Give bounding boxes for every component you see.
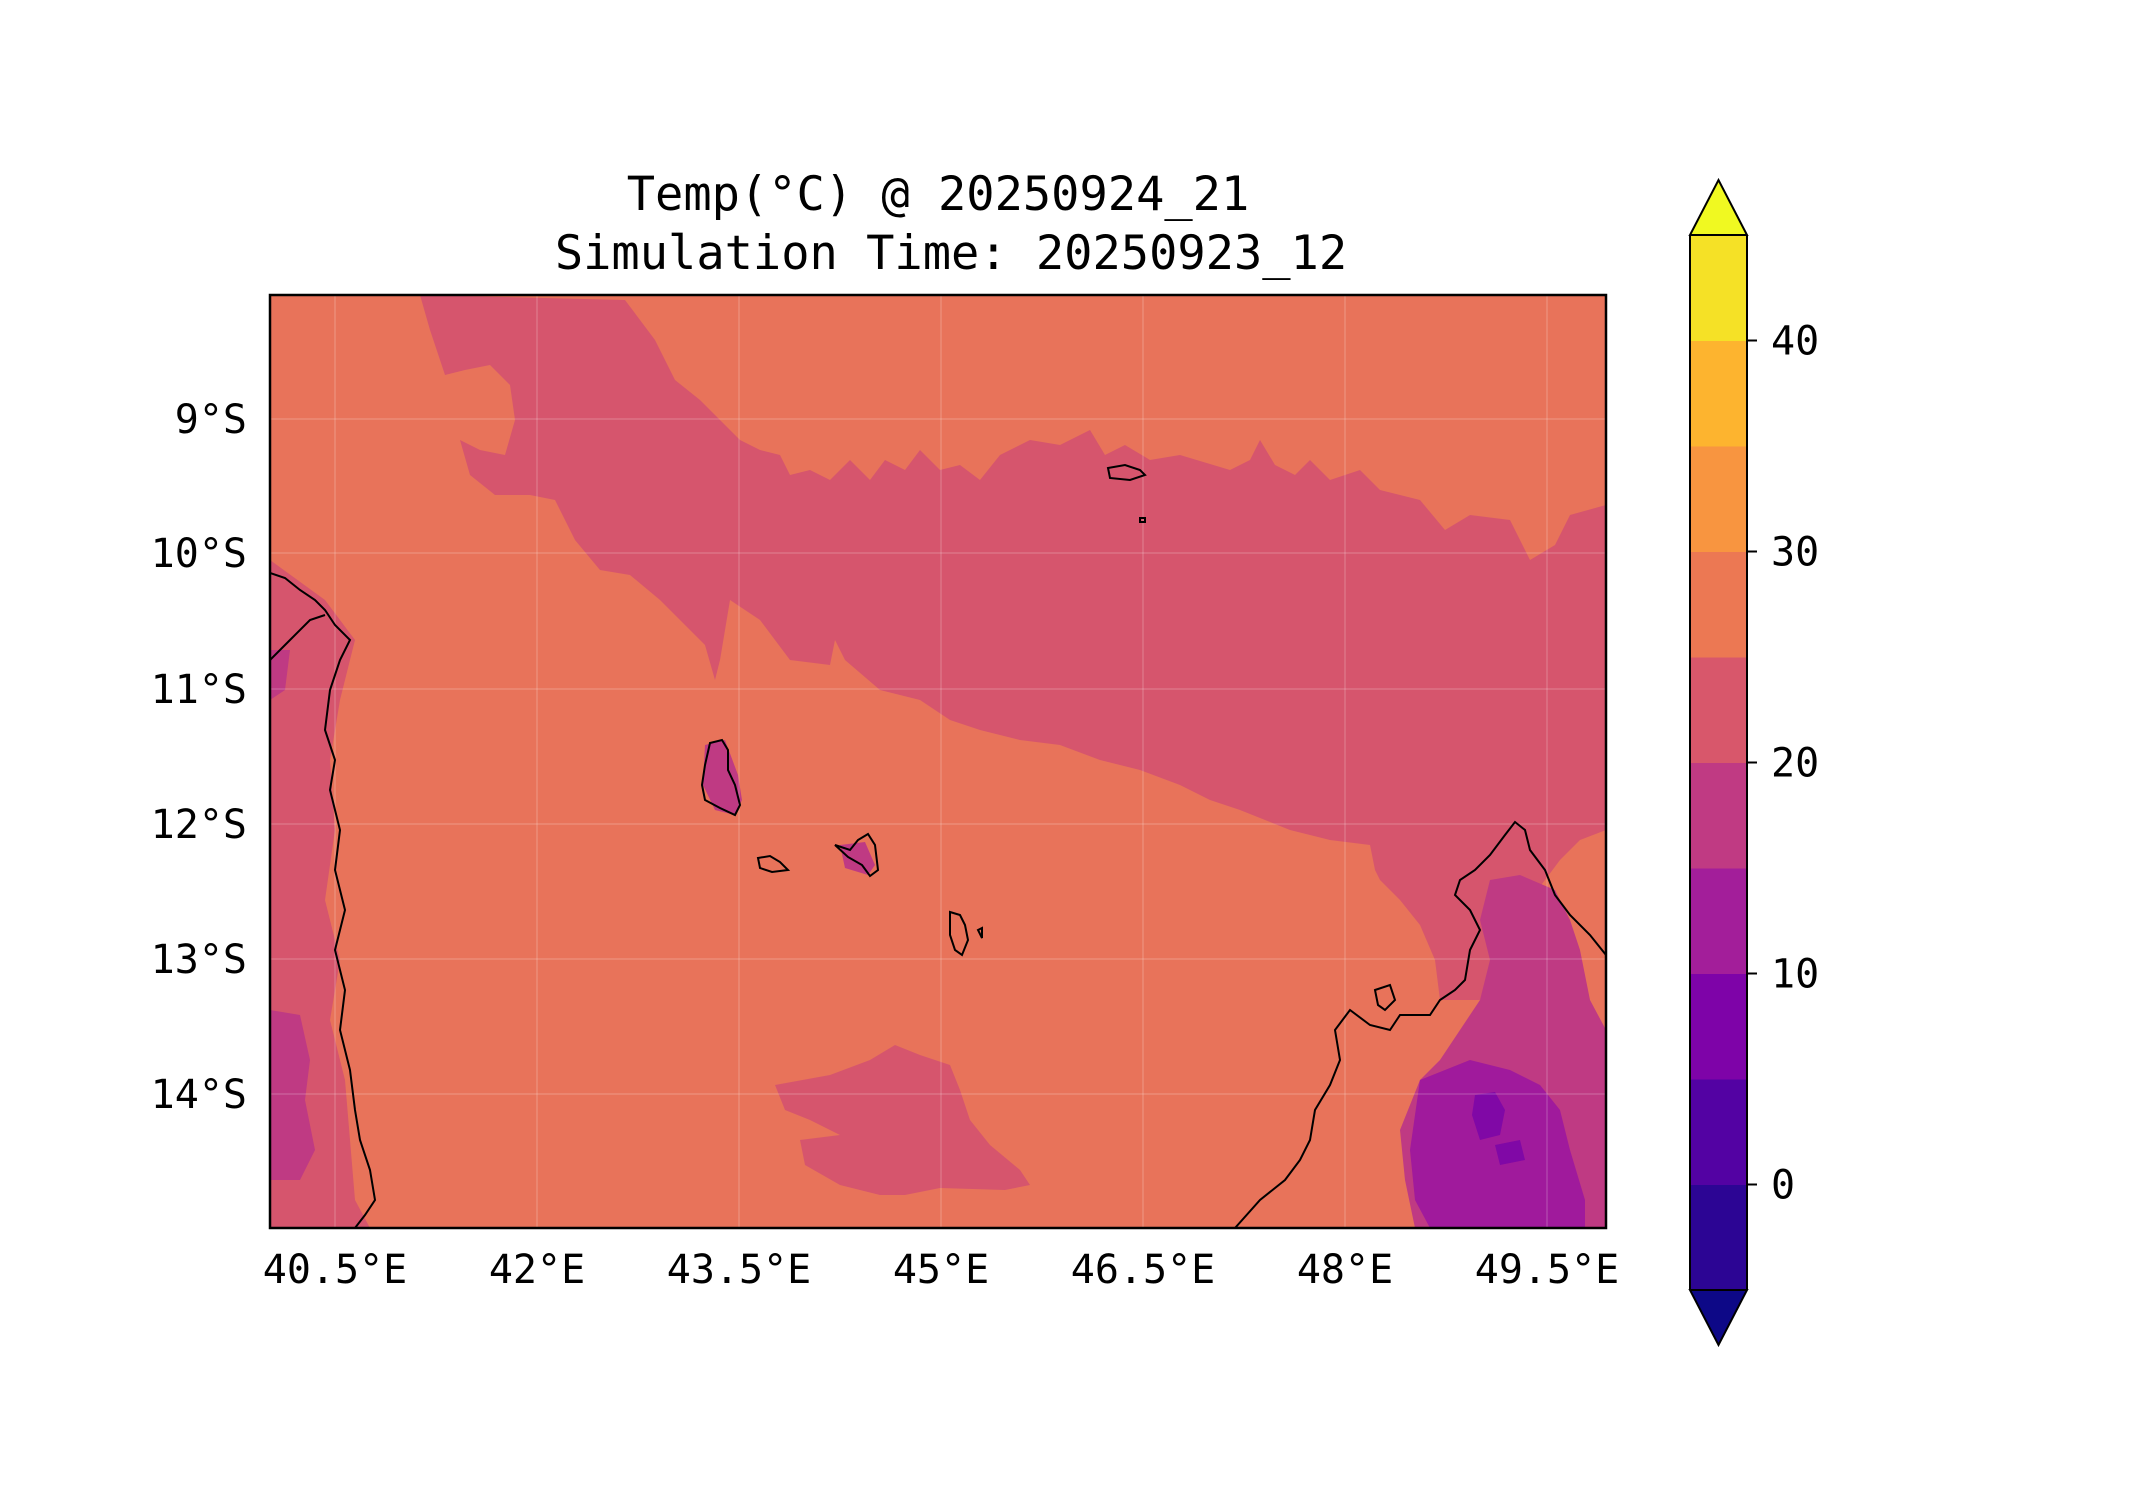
x-axis-ticks: 40.5°E 42°E 43.5°E 45°E 46.5°E 48°E 49.5… — [263, 1247, 1620, 1293]
coastline-moheli — [756, 854, 791, 874]
x-tick-label: 43.5°E — [667, 1247, 812, 1293]
colorbar-segment — [1690, 973, 1747, 1080]
colorbar: 0 10 20 30 40 — [1688, 177, 1819, 1348]
colorbar-tick-label: 0 — [1771, 1163, 1795, 1209]
contour-10-15-southeast — [1410, 1060, 1585, 1228]
coastline-africa — [270, 572, 377, 1228]
x-tick-label: 45°E — [893, 1247, 989, 1293]
y-tick-label: 14°S — [151, 1072, 247, 1118]
contour-5-10-southeast — [1472, 1092, 1525, 1165]
colorbar-segment — [1690, 340, 1747, 447]
coastline-islet-2 — [1373, 983, 1397, 1012]
colorbar-over-arrow — [1688, 177, 1749, 236]
colorbar-segment — [1690, 868, 1747, 974]
contour-20-25-south — [775, 1045, 1030, 1195]
colorbar-segment — [1690, 657, 1747, 763]
x-tick-label: 48°E — [1297, 1247, 1393, 1293]
colorbar-segment — [1690, 762, 1747, 869]
x-tick-label: 40.5°E — [263, 1247, 408, 1293]
colorbar-segment — [1690, 1184, 1747, 1291]
contour-15-20-west — [270, 650, 315, 1180]
coastline-mayotte — [949, 910, 983, 957]
colorbar-tick-label: 20 — [1771, 741, 1819, 787]
x-tick-label: 42°E — [489, 1247, 585, 1293]
coastline-islet-1 — [1139, 517, 1146, 523]
map-title: Temp(°C) @ 20250924_21 — [627, 167, 1250, 222]
contour-20-25-north — [420, 295, 1606, 1000]
colorbar-tick-label: 30 — [1771, 530, 1819, 576]
coastline-aldabra — [1106, 463, 1147, 482]
colorbar-segment — [1690, 235, 1747, 341]
colorbar-tick-label: 40 — [1771, 319, 1819, 365]
coastline-africa-bay — [270, 614, 326, 661]
y-tick-label: 11°S — [151, 667, 247, 713]
contour-fills — [270, 295, 1606, 1228]
coastline-anjouan — [834, 832, 880, 878]
y-tick-label: 12°S — [151, 802, 247, 848]
y-axis-ticks: 9°S 10°S 11°S 12°S 13°S 14°S — [151, 397, 247, 1118]
colorbar-under-arrow — [1688, 1289, 1749, 1348]
coastline-grande-comore — [700, 738, 742, 817]
colorbar-segment — [1690, 1079, 1747, 1185]
colorbar-segment — [1690, 551, 1747, 658]
coastline-madagascar — [1234, 820, 1606, 1228]
map-panel — [268, 293, 1608, 1230]
y-tick-label: 9°S — [175, 397, 247, 443]
y-tick-label: 13°S — [151, 937, 247, 983]
x-tick-label: 46.5°E — [1071, 1247, 1216, 1293]
colorbar-segment — [1690, 446, 1747, 552]
x-tick-label: 49.5°E — [1475, 1247, 1620, 1293]
coastlines — [270, 463, 1606, 1228]
colorbar-tick-label: 10 — [1771, 952, 1819, 998]
map-subtitle: Simulation Time: 20250923_12 — [555, 226, 1347, 281]
y-tick-label: 10°S — [151, 531, 247, 577]
map-frame — [268, 293, 1608, 1230]
